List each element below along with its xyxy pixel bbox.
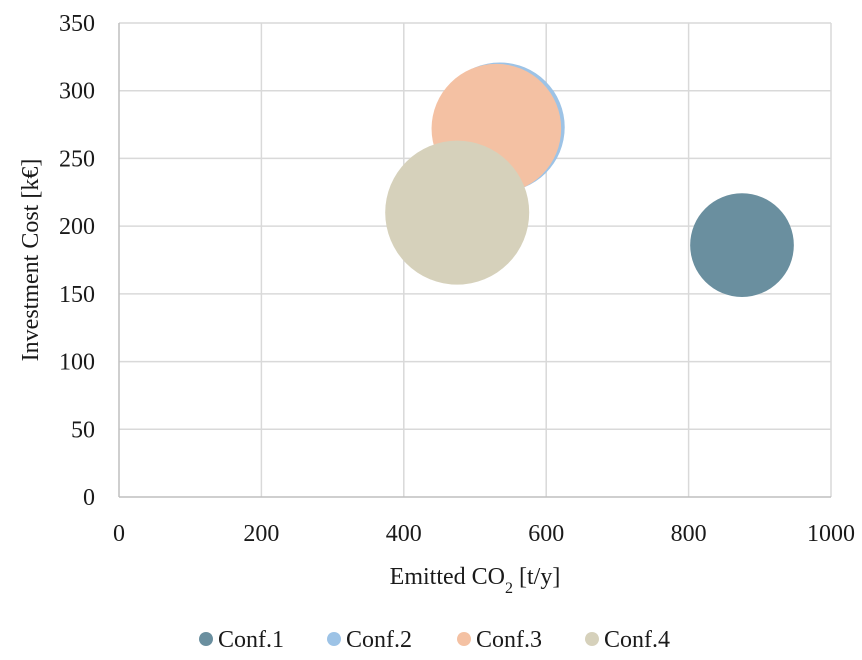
x-tick-label: 800 <box>671 521 707 547</box>
y-tick-label: 200 <box>59 214 95 240</box>
legend-label: Conf.3 <box>476 627 542 653</box>
x-tick-label: 400 <box>386 521 422 547</box>
bubble-conf-1 <box>690 193 794 297</box>
y-tick-label: 0 <box>83 485 95 511</box>
bubbles <box>385 62 794 297</box>
legend-item: Conf.2 <box>327 627 412 653</box>
y-tick-label: 250 <box>59 146 95 172</box>
x-axis-title: Emitted CO2 [t/y] <box>390 564 561 597</box>
legend-marker <box>585 632 599 646</box>
bubble-conf-4 <box>385 140 530 285</box>
y-tick-label: 100 <box>59 350 95 376</box>
legend-marker <box>457 632 471 646</box>
legend-label: Conf.2 <box>346 627 412 653</box>
legend-label: Conf.1 <box>218 627 284 653</box>
y-tick-label: 150 <box>59 282 95 308</box>
legend-item: Conf.4 <box>585 627 670 653</box>
tick-labels: 0 50 100 150 200 250 300 350 0 200 400 600 800 1000 <box>59 11 855 547</box>
x-tick-label: 200 <box>243 521 279 547</box>
legend-label: Conf.4 <box>604 627 670 653</box>
legend-item: Conf.3 <box>457 627 542 653</box>
x-tick-label: 600 <box>528 521 564 547</box>
legend-marker <box>199 632 213 646</box>
axes <box>118 23 831 498</box>
y-tick-label: 300 <box>59 79 95 105</box>
x-tick-label: 1000 <box>807 521 855 547</box>
y-tick-label: 50 <box>71 417 95 443</box>
legend-item: Conf.1 <box>199 627 284 653</box>
legend-marker <box>327 632 341 646</box>
y-tick-label: 350 <box>59 11 95 37</box>
x-tick-label: 0 <box>113 521 125 547</box>
y-axis-title: Investment Cost [k€] <box>18 159 44 362</box>
legend: Conf.1 Conf.2 Conf.3 Conf.4 <box>199 627 670 653</box>
